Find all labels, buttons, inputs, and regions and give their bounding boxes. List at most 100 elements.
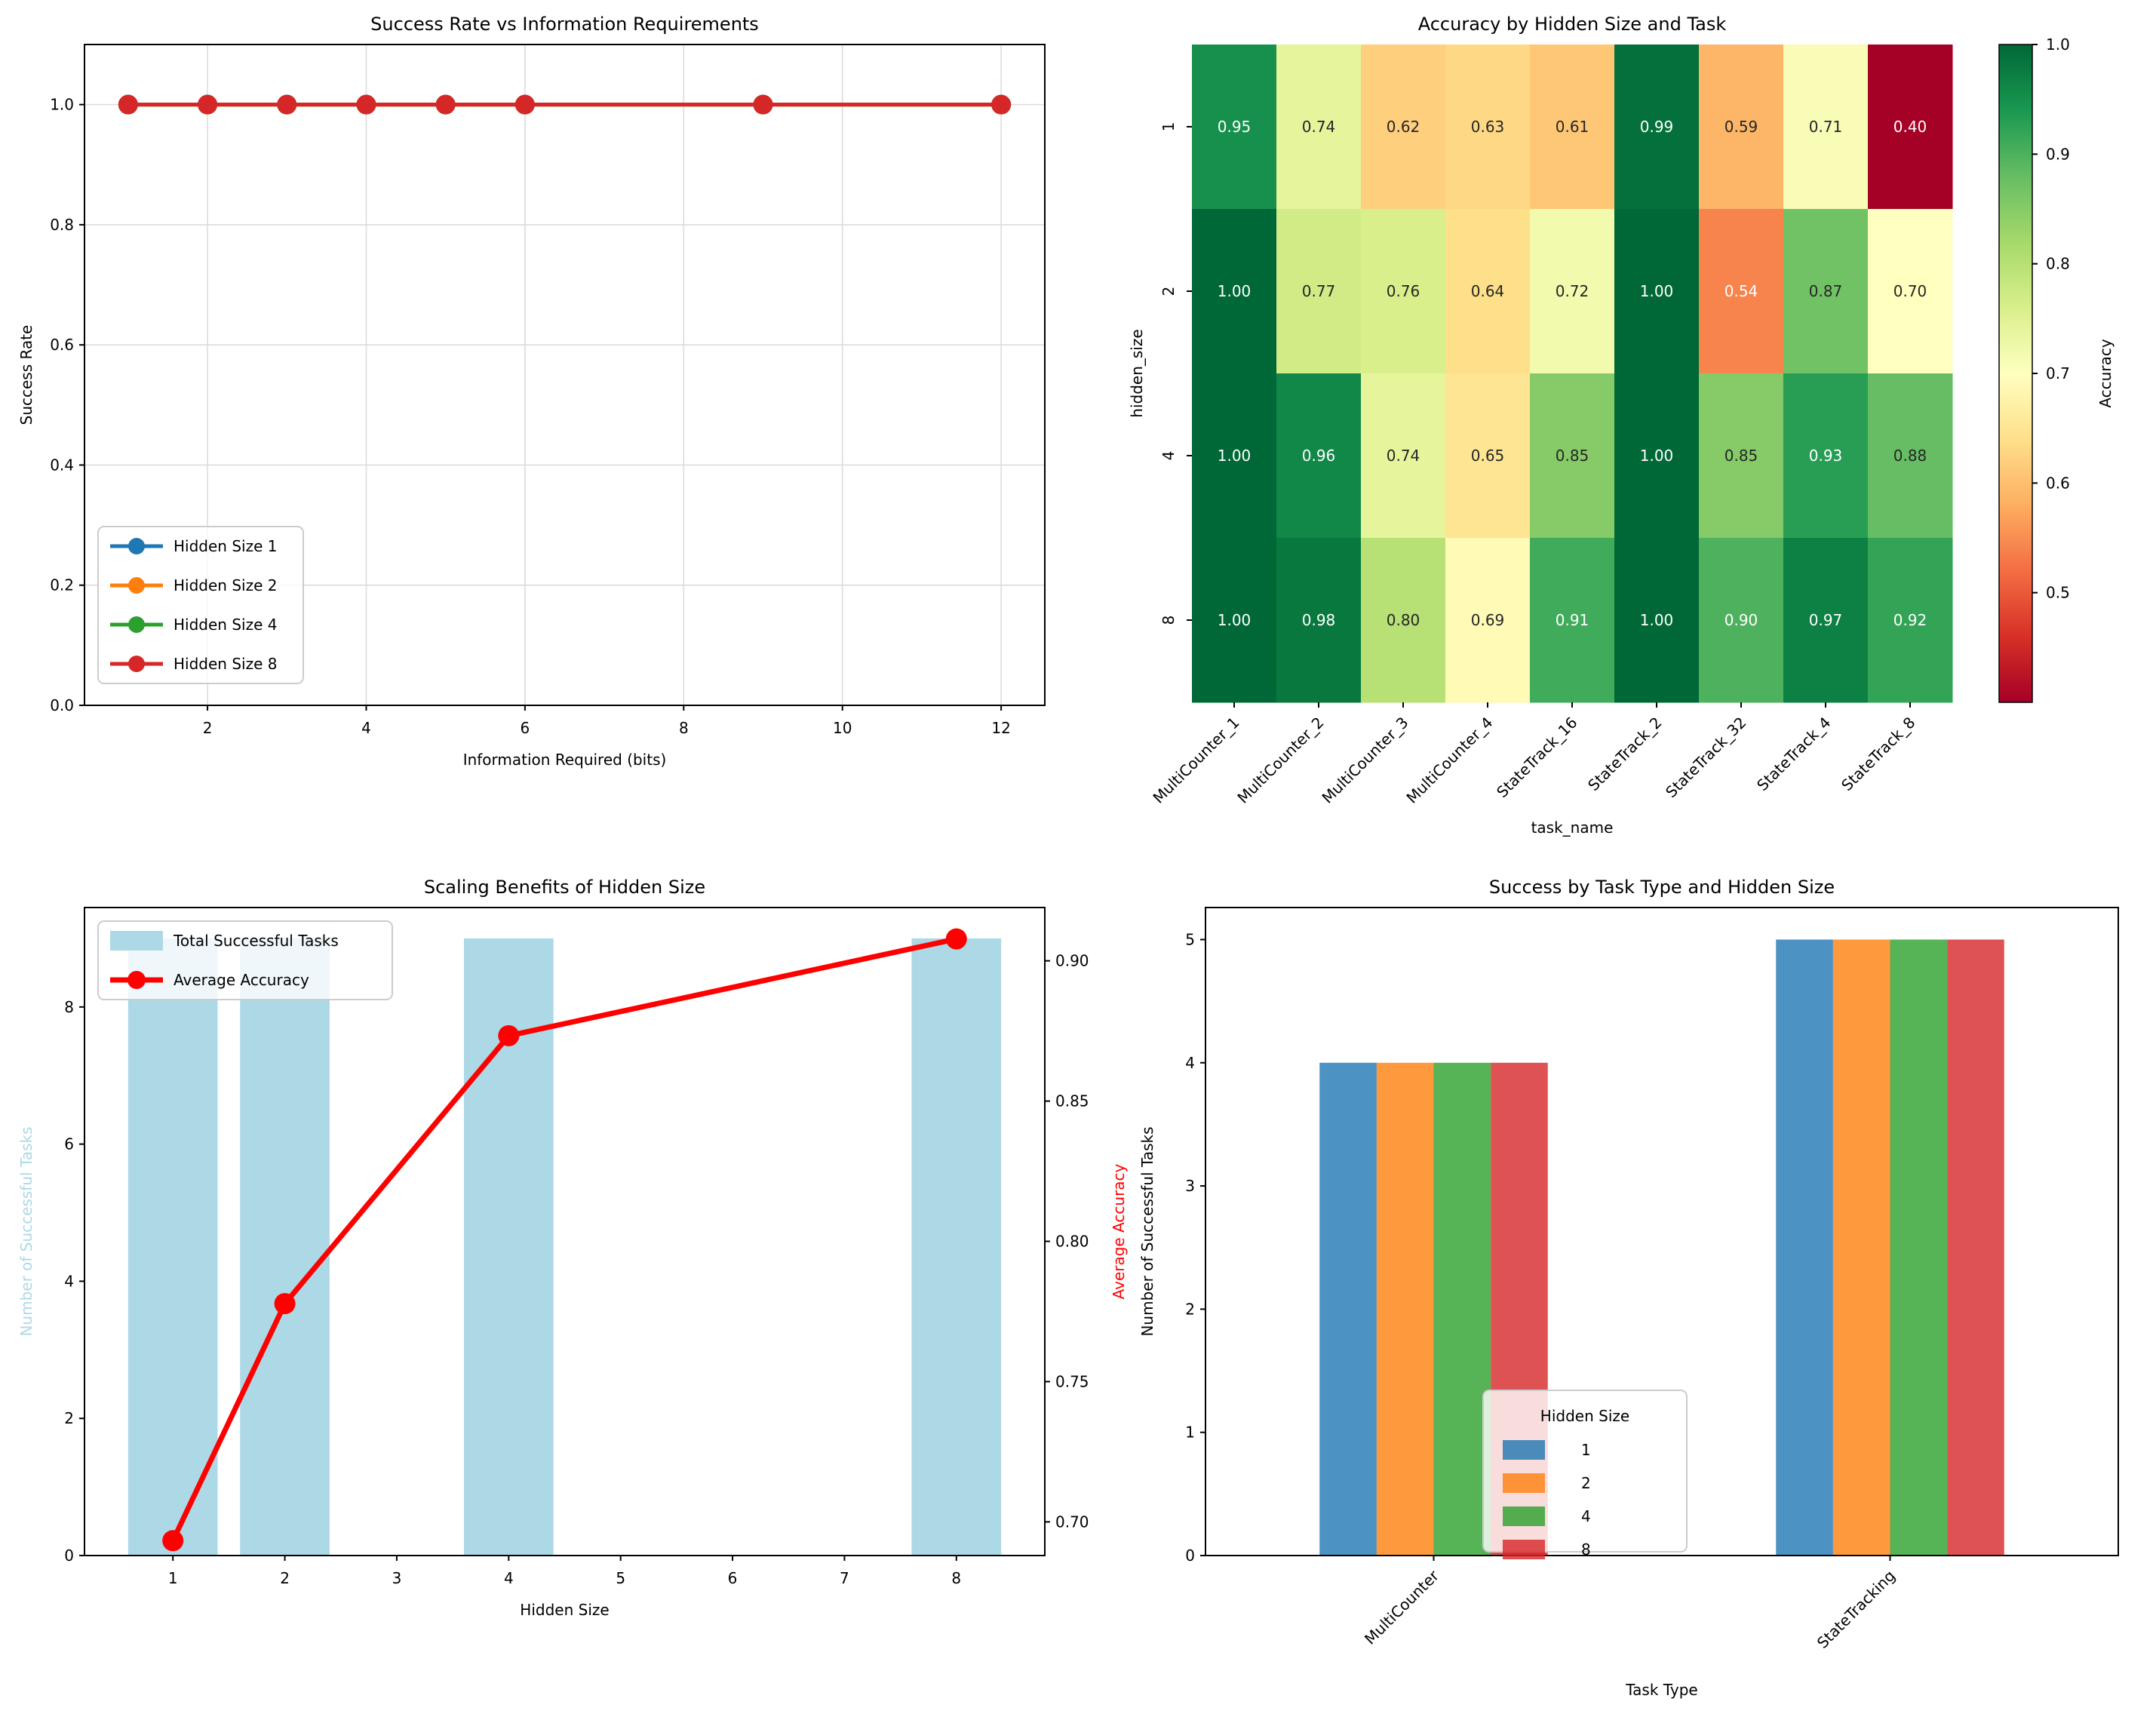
x-tick-label: 6 <box>728 1569 738 1587</box>
bar-hidden-size-4 <box>1433 1062 1491 1556</box>
x-tick-label: 12 <box>991 719 1010 737</box>
average-accuracy-line <box>170 936 957 1542</box>
y-tick-label-left: 4 <box>64 1272 74 1290</box>
heatmap-cell <box>1699 373 1784 539</box>
heatmap-cell <box>1868 373 1953 539</box>
panel-scaling-benefits: Scaling Benefits of Hidden Size 1 2 3 4 5 6 7 8 0… <box>17 877 1128 1619</box>
heatmap-cell-value: 0.91 <box>1556 611 1589 629</box>
x-axis-label: task_name <box>1531 819 1614 837</box>
legend: Total Successful Tasks Average Accuracy <box>97 920 393 1000</box>
x-tick-label: MultiCounter <box>1361 1566 1443 1648</box>
x-tick-label: 8 <box>951 1569 961 1587</box>
chart-title: Scaling Benefits of Hidden Size <box>424 877 705 898</box>
y-tick-label: 0.2 <box>50 576 74 594</box>
x-tick-label: MultiCounter_2 <box>1233 714 1327 807</box>
heatmap-cell-value: 1.00 <box>1218 611 1252 629</box>
heatmap-cell-value: 0.69 <box>1471 611 1505 629</box>
x-tick-label: StateTrack_4 <box>1753 714 1834 794</box>
legend-item-label: 1 <box>1581 1441 1591 1459</box>
legend: Hidden Size 1 2 4 8 <box>1482 1390 1688 1559</box>
heatmap-cell-value: 0.54 <box>1724 282 1758 300</box>
legend-swatch <box>1503 1540 1545 1559</box>
heatmap-cell-value: 0.92 <box>1893 611 1927 629</box>
y-tick-label-left: 8 <box>64 998 74 1016</box>
heatmap-cell <box>1868 209 1953 374</box>
y-tick-label: 1.0 <box>50 96 74 114</box>
heatmap-cell <box>1361 538 1446 703</box>
legend-swatch <box>1503 1440 1545 1460</box>
y-axis-label: Number of Successful Tasks <box>1138 1126 1156 1336</box>
heatmap-cell-value: 0.90 <box>1724 611 1758 629</box>
y-tick-label-right: 0.90 <box>1055 952 1089 970</box>
heatmap-cell <box>1445 45 1531 210</box>
heatmap-cell-value: 0.88 <box>1893 447 1927 465</box>
y-tick-label: 0.4 <box>50 456 74 474</box>
data-point <box>435 94 456 115</box>
heatmap-cell-value: 0.76 <box>1387 282 1420 300</box>
legend-item-label: Hidden Size 4 <box>174 616 277 634</box>
legend-marker <box>128 656 145 672</box>
y-tick-label: 8 <box>1159 616 1178 625</box>
heatmap-cell <box>1361 373 1446 539</box>
heatmap-cell <box>1783 373 1869 539</box>
axes-spines <box>84 907 1046 1556</box>
colorbar-gradient <box>1998 44 2033 703</box>
colorbar-label: Accuracy <box>2096 339 2115 407</box>
heatmap-cell-value: 0.97 <box>1809 611 1843 629</box>
heatmap-cell-value: 0.70 <box>1893 282 1927 300</box>
heatmap-cell <box>1699 209 1784 374</box>
heatmap-cell-value: 0.63 <box>1471 118 1505 136</box>
heatmap-cell <box>1614 538 1700 703</box>
y-axis-label-left: Number of Successful Tasks <box>17 1126 35 1336</box>
x-axis-label: Hidden Size <box>520 1601 609 1619</box>
bar-hidden-size-1 <box>1776 939 1833 1556</box>
legend: Hidden Size 1 Hidden Size 2 Hidden Size 4 H… <box>97 526 304 684</box>
legend-swatch <box>1503 1473 1545 1493</box>
y-tick-label: 1 <box>1185 1424 1195 1442</box>
colorbar-tick-label: 0.7 <box>2046 364 2070 382</box>
average-accuracy-point <box>498 1024 520 1046</box>
heatmap-cell-value: 0.93 <box>1809 447 1843 465</box>
heatmap-cell-value: 1.00 <box>1218 282 1252 300</box>
x-tick-label: 8 <box>679 719 689 737</box>
heatmap-cell <box>1614 45 1700 210</box>
legend-marker <box>128 616 145 633</box>
heatmap-cell-value: 0.95 <box>1218 118 1252 136</box>
heatmap-cell <box>1530 538 1615 703</box>
x-tick-label: 2 <box>280 1569 290 1587</box>
average-accuracy-point <box>945 928 967 950</box>
bar-total-successful-tasks <box>240 938 330 1556</box>
heatmap-cell <box>1192 373 1277 539</box>
legend-item-label: Hidden Size 1 <box>174 537 277 555</box>
y-tick-label: 3 <box>1185 1177 1195 1195</box>
heatmap-cell-value: 0.64 <box>1471 282 1505 300</box>
x-tick-label: StateTrack_8 <box>1838 714 1918 794</box>
y-tick-label-right: 0.80 <box>1055 1233 1089 1251</box>
heatmap-cell <box>1361 209 1446 374</box>
x-tick-label: 10 <box>833 719 852 737</box>
legend-marker <box>127 971 146 989</box>
y-tick-label-right: 0.70 <box>1055 1513 1089 1531</box>
x-tick-label: MultiCounter_4 <box>1402 714 1496 807</box>
x-tick-label: 7 <box>840 1569 849 1587</box>
heatmap-cell <box>1783 538 1869 703</box>
bar-hidden-size-4 <box>1890 939 1948 1556</box>
heatmap-cell <box>1445 538 1531 703</box>
legend-title: Hidden Size <box>1540 1407 1629 1425</box>
x-tick-label: 3 <box>392 1569 402 1587</box>
colorbar: 0.5 0.6 0.7 0.8 0.9 1.0 Accuracy <box>1998 35 2115 703</box>
average-accuracy-point <box>162 1530 184 1552</box>
heatmap-cell-value: 0.80 <box>1387 611 1420 629</box>
y-tick-label: 2 <box>1185 1300 1195 1318</box>
legend-item-label: Total Successful Tasks <box>173 932 339 950</box>
y-tick-label: 4 <box>1159 451 1178 461</box>
bar-total-successful-tasks <box>127 938 218 1556</box>
axes-spines <box>1205 907 2119 1556</box>
data-point <box>277 94 297 115</box>
panel-success-by-task: Success by Task Type and Hidden Size Mult… <box>1138 877 2119 1699</box>
axes-spines <box>84 44 1046 706</box>
legend-item-label: 2 <box>1581 1474 1591 1492</box>
x-tick-label: StateTrack_2 <box>1584 714 1665 794</box>
